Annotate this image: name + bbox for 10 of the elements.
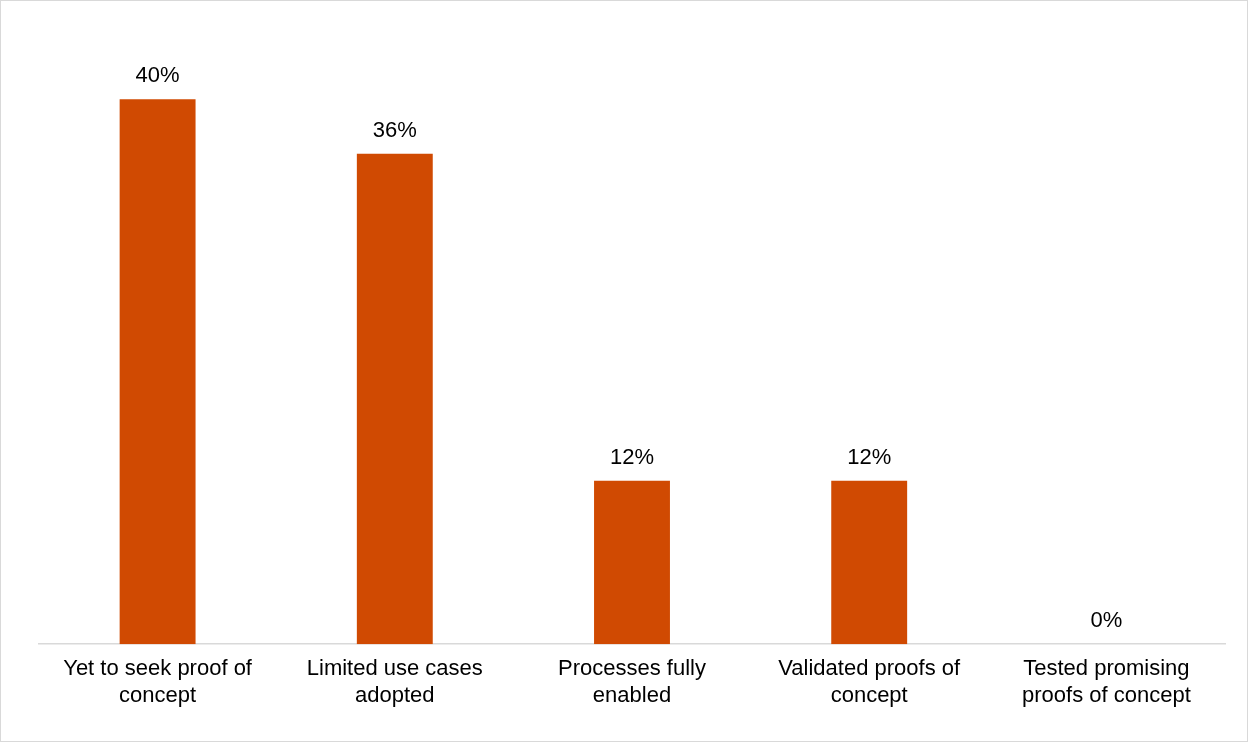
data-label: 0%: [1090, 607, 1123, 633]
x-tick-label: Tested promising proofs of concept: [1022, 655, 1191, 707]
x-tick-label: Validated proofs of concept: [778, 655, 961, 707]
data-label: 12%: [847, 443, 892, 469]
data-label: 36%: [372, 116, 417, 142]
data-label: 12%: [609, 443, 655, 469]
x-tick-label: Yet to seek proof of concept: [63, 655, 253, 707]
x-tick-label: Processes fully enabled: [558, 655, 706, 707]
x-tick-label: Limited use cases adopted: [306, 655, 483, 707]
data-label: 40%: [135, 62, 180, 88]
